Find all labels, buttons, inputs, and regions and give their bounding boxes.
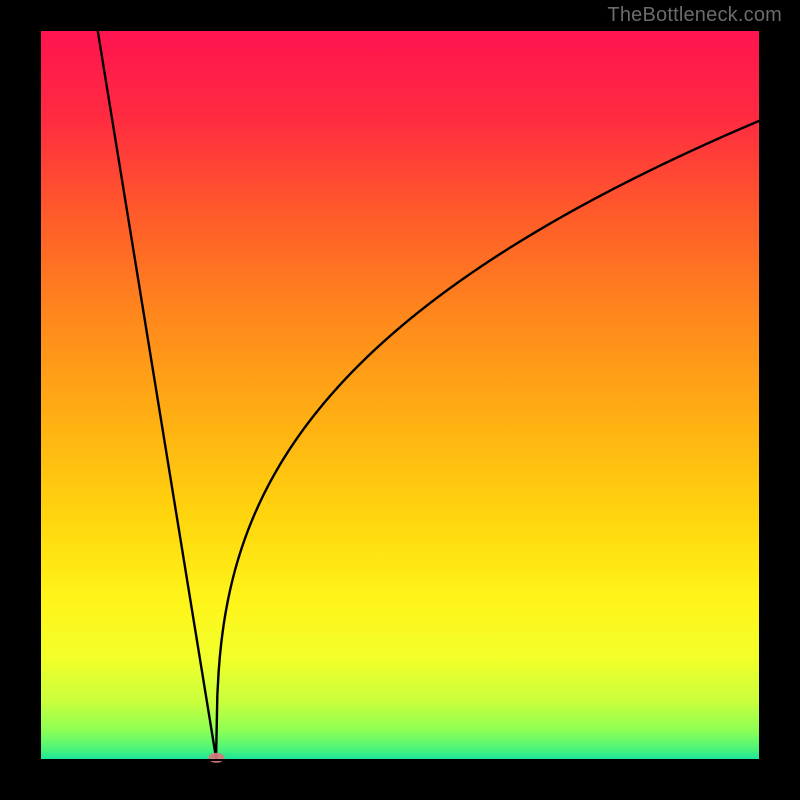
plot-gradient-background (40, 30, 760, 760)
optimal-point-marker (208, 753, 224, 763)
watermark-text: TheBottleneck.com (607, 4, 782, 27)
bottleneck-chart (0, 0, 800, 800)
chart-container: TheBottleneck.com (0, 0, 800, 800)
